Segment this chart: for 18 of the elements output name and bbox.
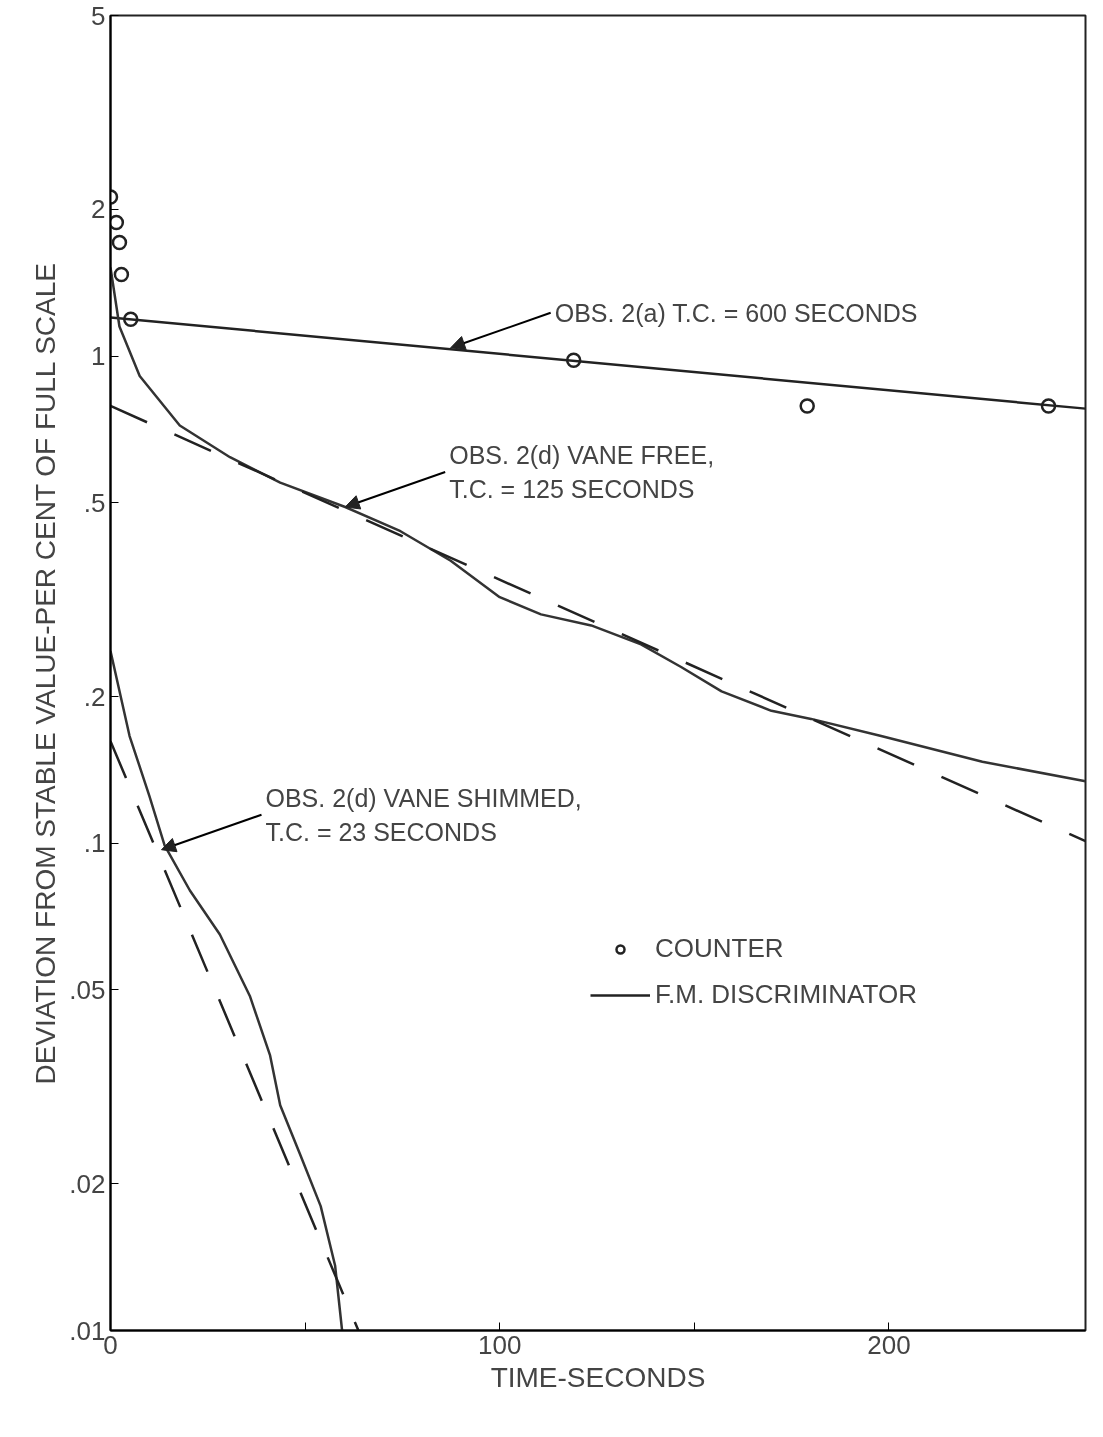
annotation: OBS. 2(a) T.C. = 600 SECONDS	[554, 298, 918, 327]
y-axis-title: DEVIATION FROM STABLE VALUE-PER CENT OF FULL SCALE	[30, 263, 62, 1085]
y-tick-label: .02	[69, 1168, 106, 1199]
y-tick-label: .05	[69, 974, 106, 1005]
y-tick-label: 5	[91, 0, 106, 31]
y-tick-label: .5	[83, 487, 106, 518]
annotation: OBS. 2(d) VANE SHIMMED, T.C. = 23 SECONDS	[265, 783, 582, 846]
y-tick-label: .1	[83, 828, 106, 859]
y-tick-label: .2	[83, 681, 106, 712]
legend-label: F.M. DISCRIMINATOR	[655, 979, 917, 1010]
x-axis-title: TIME-SECONDS	[490, 1361, 706, 1393]
annotation: OBS. 2(d) VANE FREE, T.C. = 125 SECONDS	[449, 441, 715, 503]
x-tick-label: 100	[478, 1329, 522, 1360]
y-tick-label: 1	[91, 341, 106, 372]
legend-label: COUNTER	[655, 933, 784, 964]
x-tick-label: 200	[867, 1329, 911, 1360]
x-tick-label: 0	[103, 1329, 118, 1360]
y-tick-label: 2	[91, 194, 106, 225]
